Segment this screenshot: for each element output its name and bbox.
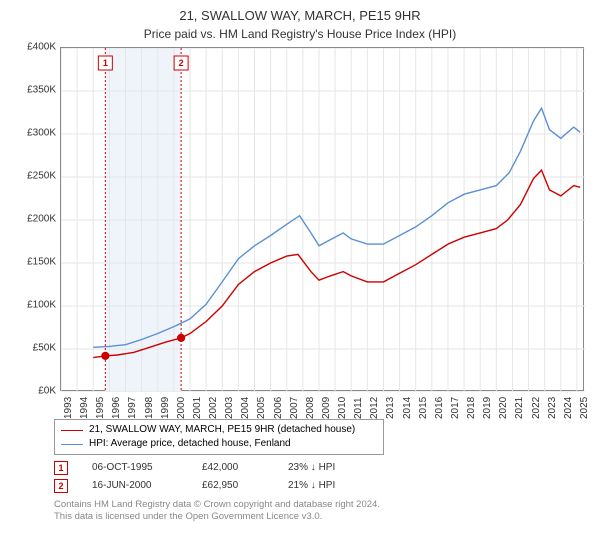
y-tick: £100K xyxy=(16,300,56,311)
plot-svg: 12 xyxy=(61,48,585,392)
y-tick: £150K xyxy=(16,257,56,268)
y-tick: £50K xyxy=(16,343,56,354)
plot-region: 12 xyxy=(60,47,584,391)
y-tick: £300K xyxy=(16,128,56,139)
footer: Contains HM Land Registry data © Crown c… xyxy=(54,499,590,523)
legend-swatch-hpi xyxy=(61,444,83,445)
sale-row-2: 2 16-JUN-2000 £62,950 21% ↓ HPI xyxy=(54,477,590,495)
chart-title: 21, SWALLOW WAY, MARCH, PE15 9HR xyxy=(10,8,590,23)
sale-row-1: 1 06-OCT-1995 £42,000 23% ↓ HPI xyxy=(54,459,590,477)
sale-badge-1: 1 xyxy=(54,461,68,475)
legend-label-property: 21, SWALLOW WAY, MARCH, PE15 9HR (detach… xyxy=(89,423,355,437)
sale-date-1: 06-OCT-1995 xyxy=(92,459,178,477)
legend: 21, SWALLOW WAY, MARCH, PE15 9HR (detach… xyxy=(54,419,384,455)
svg-text:2: 2 xyxy=(179,58,184,68)
sale-delta-2: 21% ↓ HPI xyxy=(288,477,335,495)
y-tick: £0K xyxy=(16,386,56,397)
sale-delta-1: 23% ↓ HPI xyxy=(288,459,335,477)
legend-row-property: 21, SWALLOW WAY, MARCH, PE15 9HR (detach… xyxy=(61,423,377,437)
sale-markers-table: 1 06-OCT-1995 £42,000 23% ↓ HPI 2 16-JUN… xyxy=(54,459,590,495)
x-axis: 1993199419951996199719981999200020012002… xyxy=(60,393,584,419)
y-tick: £350K xyxy=(16,85,56,96)
legend-label-hpi: HPI: Average price, detached house, Fenl… xyxy=(89,437,291,451)
sale-badge-2: 2 xyxy=(54,479,68,493)
svg-text:1: 1 xyxy=(103,58,108,68)
y-tick: £400K xyxy=(16,42,56,53)
sale-price-1: £42,000 xyxy=(202,459,264,477)
y-tick: £200K xyxy=(16,214,56,225)
footer-line-1: Contains HM Land Registry data © Crown c… xyxy=(54,499,590,511)
legend-row-hpi: HPI: Average price, detached house, Fenl… xyxy=(61,437,377,451)
sale-date-2: 16-JUN-2000 xyxy=(92,477,178,495)
footer-line-2: This data is licensed under the Open Gov… xyxy=(54,511,590,523)
chart-area: £0K£50K£100K£150K£200K£250K£300K£350K£40… xyxy=(16,47,586,417)
y-tick: £250K xyxy=(16,171,56,182)
legend-swatch-property xyxy=(61,430,83,431)
sale-price-2: £62,950 xyxy=(202,477,264,495)
chart-subtitle: Price paid vs. HM Land Registry's House … xyxy=(10,27,590,41)
